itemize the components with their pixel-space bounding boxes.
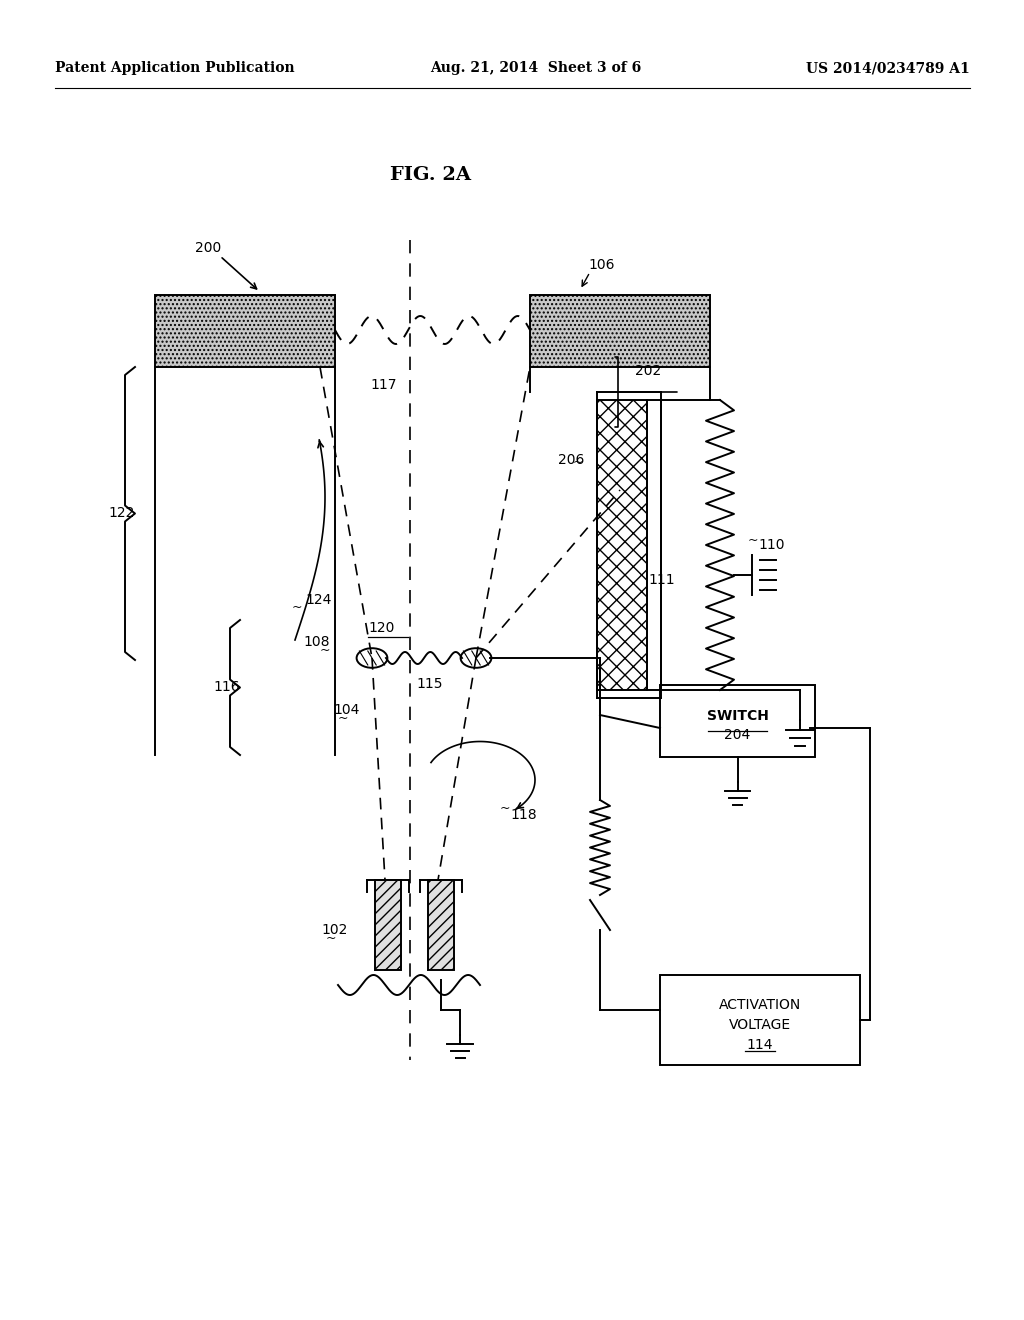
Text: 202: 202 [635,364,662,378]
Ellipse shape [356,648,387,668]
Text: 204: 204 [724,729,751,742]
Text: 106: 106 [588,257,614,272]
Text: 116: 116 [213,680,240,694]
Text: ~: ~ [292,601,302,614]
Text: ~: ~ [326,932,336,945]
Text: 102: 102 [322,923,348,937]
Text: 108: 108 [303,635,330,649]
Bar [660,975,860,1065]
Bar [647,400,662,690]
Bar [375,880,401,970]
Text: 206: 206 [558,453,584,467]
Text: 122: 122 [108,506,134,520]
Text: FIG. 2A: FIG. 2A [389,166,470,183]
Text: 104: 104 [334,704,360,717]
Bar [530,294,710,367]
Text: ~: ~ [338,711,348,725]
Text: US 2014/0234789 A1: US 2014/0234789 A1 [806,61,970,75]
Text: VOLTAGE: VOLTAGE [729,1018,792,1032]
Text: ~: ~ [572,455,583,469]
Text: 117: 117 [370,378,396,392]
Text: 110: 110 [758,539,784,552]
Text: ACTIVATION: ACTIVATION [719,998,801,1012]
Text: SWITCH: SWITCH [707,709,768,723]
Text: 114: 114 [746,1038,773,1052]
Text: Aug. 21, 2014  Sheet 3 of 6: Aug. 21, 2014 Sheet 3 of 6 [430,61,641,75]
Text: ~: ~ [500,801,511,814]
Text: ~: ~ [319,644,330,656]
Bar [428,880,454,970]
Text: 111: 111 [648,573,675,587]
Text: 200: 200 [195,242,221,255]
Bar [155,294,335,367]
Text: 120: 120 [368,620,394,635]
Text: 118: 118 [510,808,537,822]
Text: 124: 124 [305,593,332,607]
Text: Patent Application Publication: Patent Application Publication [55,61,295,75]
Bar [660,685,815,756]
Text: ~: ~ [748,533,759,546]
Ellipse shape [461,648,492,668]
Text: 115: 115 [417,677,443,690]
Bar [597,400,647,690]
